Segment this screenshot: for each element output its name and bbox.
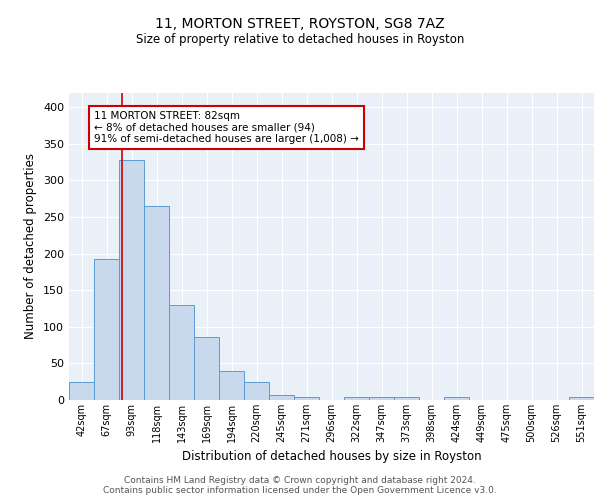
Bar	[369, 397, 394, 400]
Bar	[444, 397, 469, 400]
Bar	[144, 206, 169, 400]
Bar	[394, 397, 419, 400]
Y-axis label: Number of detached properties: Number of detached properties	[25, 153, 37, 339]
Bar	[69, 382, 94, 400]
Bar	[569, 397, 594, 400]
Bar	[169, 305, 194, 400]
Bar	[219, 370, 244, 400]
Bar	[244, 382, 269, 400]
X-axis label: Distribution of detached houses by size in Royston: Distribution of detached houses by size …	[182, 450, 481, 464]
Bar	[94, 258, 119, 400]
Bar	[344, 397, 369, 400]
Bar	[269, 395, 294, 400]
Text: Size of property relative to detached houses in Royston: Size of property relative to detached ho…	[136, 32, 464, 46]
Text: 11, MORTON STREET, ROYSTON, SG8 7AZ: 11, MORTON STREET, ROYSTON, SG8 7AZ	[155, 18, 445, 32]
Bar	[194, 337, 219, 400]
Text: Contains HM Land Registry data © Crown copyright and database right 2024.
Contai: Contains HM Land Registry data © Crown c…	[103, 476, 497, 495]
Bar	[294, 397, 319, 400]
Text: 11 MORTON STREET: 82sqm
← 8% of detached houses are smaller (94)
91% of semi-det: 11 MORTON STREET: 82sqm ← 8% of detached…	[94, 111, 359, 144]
Bar	[119, 160, 144, 400]
